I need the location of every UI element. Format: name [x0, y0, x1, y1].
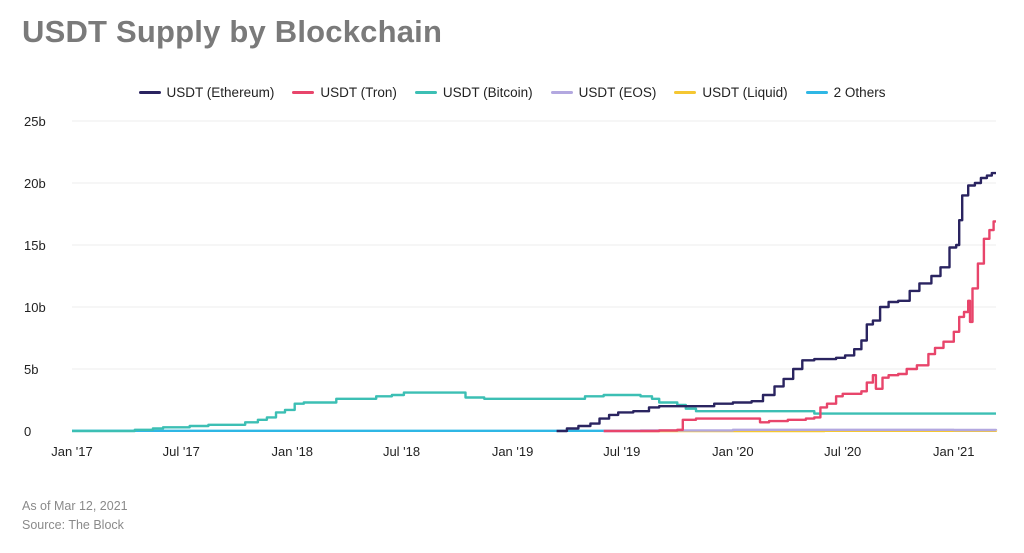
legend-label: USDT (Ethereum) — [166, 84, 275, 100]
x-tick-label: Jan '20 — [712, 444, 754, 459]
legend-swatch — [292, 90, 315, 94]
legend: USDT (Ethereum) USDT (Tron) USDT (Bitcoin)… — [0, 82, 1024, 102]
legend-item[interactable]: USDT (Bitcoin) — [414, 84, 533, 100]
series-line-usdt-tron — [603, 220, 996, 433]
y-tick-label: 25b — [24, 114, 46, 129]
legend-item[interactable]: USDT (Liquid) — [674, 84, 788, 100]
x-tick-label: Jan '18 — [272, 444, 314, 459]
y-tick-label: 10b — [24, 300, 46, 315]
y-tick-label: 15b — [24, 238, 46, 253]
x-tick-label: Jan '19 — [492, 444, 534, 459]
x-tick-label: Jul '17 — [163, 444, 200, 459]
legend-item[interactable]: USDT (Ethereum) — [138, 84, 275, 100]
legend-label: USDT (Tron) — [320, 84, 397, 100]
legend-swatch — [414, 90, 437, 94]
source-note: Source: The Block — [22, 518, 124, 532]
legend-label: USDT (Bitcoin) — [442, 84, 533, 100]
legend-label: 2 Others — [833, 84, 886, 100]
x-tick-label: Jan '17 — [51, 444, 93, 459]
as-of-note: As of Mar 12, 2021 — [22, 499, 128, 513]
legend-item[interactable]: USDT (EOS) — [550, 84, 657, 100]
y-tick-label: 20b — [24, 176, 46, 191]
series-line-usdt-ethereum — [556, 171, 996, 433]
legend-swatch — [805, 90, 828, 94]
y-tick-label: 5b — [24, 362, 38, 377]
chart-title: USDT Supply by Blockchain — [22, 14, 443, 49]
legend-item[interactable]: 2 Others — [805, 84, 886, 100]
x-tick-label: Jul '19 — [603, 444, 640, 459]
legend-swatch — [674, 90, 697, 94]
x-tick-label: Jul '20 — [824, 444, 861, 459]
legend-label: USDT (EOS) — [578, 84, 657, 100]
y-tick-label: 0 — [24, 424, 31, 439]
legend-swatch — [138, 90, 161, 94]
legend-swatch — [550, 90, 573, 94]
legend-item[interactable]: USDT (Tron) — [292, 85, 397, 100]
legend-label: USDT (Liquid) — [702, 84, 788, 100]
series-line-usdt-bitcoin — [72, 391, 996, 433]
x-tick-label: Jul '18 — [383, 444, 420, 459]
x-tick-label: Jan '21 — [933, 444, 975, 459]
